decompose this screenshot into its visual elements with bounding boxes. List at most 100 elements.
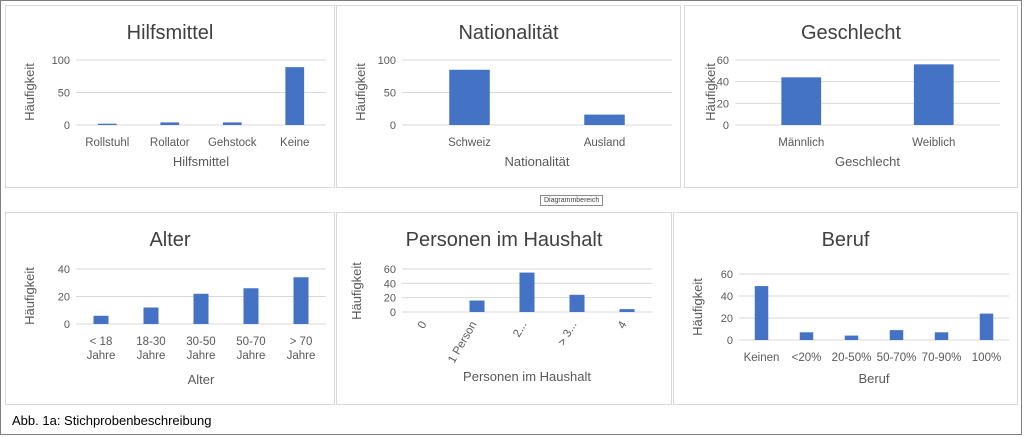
y-tick-label: 60 — [384, 264, 396, 276]
x-tick-label: < 18 — [90, 336, 113, 348]
y-axis-title: Häufigkeit — [22, 267, 37, 325]
bar — [569, 294, 585, 312]
bar — [584, 114, 625, 125]
bar — [143, 307, 159, 324]
y-tick-label: 100 — [52, 55, 70, 67]
y-tick-label: 60 — [717, 55, 729, 67]
x-tick-label: Jahre — [287, 350, 316, 362]
bar — [799, 332, 814, 340]
chart-svg: 0 50 100 Rollstuhl Rollator Gehstock Keine Hilf… — [22, 55, 326, 169]
y-axis-title: Häufigkeit — [353, 63, 368, 121]
x-tick-label: Gehstock — [208, 137, 257, 149]
x-tick-label: Männlich — [778, 137, 824, 149]
y-tick-label: 40 — [721, 291, 733, 303]
x-tick-label: Ausland — [584, 137, 626, 149]
x-tick-label: 20-50% — [832, 352, 872, 364]
x-tick-label: Jahre — [237, 350, 266, 362]
x-tick-label: 70-90% — [922, 352, 962, 364]
x-axis-title: Hilfsmittel — [173, 154, 229, 169]
y-tick-label: 20 — [384, 293, 396, 305]
bar — [469, 300, 485, 312]
x-axis-title: Alter — [188, 372, 215, 387]
y-axis-title: Häufigkeit — [703, 63, 718, 121]
bar — [979, 313, 994, 340]
bar — [913, 64, 954, 125]
x-tick-label: Jahre — [137, 350, 166, 362]
x-tick-label: 30-50 — [186, 336, 215, 348]
chart-panel-alter[interactable]: Alter 0 20 40 < 18 Jahre 18-30 Jahre 30-50 Jahre… — [5, 212, 335, 405]
chart-svg: 0 20 40 60 0 1 Person 2... > 3... 4 Personen im H… — [349, 262, 652, 384]
x-axis-title: Personen im Haushalt — [463, 369, 591, 384]
x-tick-label: Keine — [280, 137, 309, 149]
x-tick-label: Schweiz — [448, 137, 491, 149]
x-tick-label: Weiblich — [912, 137, 955, 149]
y-tick-label: 0 — [64, 319, 70, 331]
y-tick-label: 0 — [390, 307, 396, 319]
bar — [619, 309, 635, 312]
chart-svg: 0 20 40 60 Keinen <20% 20-50% 50-70% 70-90% 100% B… — [690, 269, 1009, 386]
chart-svg: 0 20 40 < 18 Jahre 18-30 Jahre 30-50 Jahre 50-70 J… — [22, 264, 326, 387]
bar — [93, 315, 109, 324]
x-tick-label: 0 — [416, 320, 430, 332]
chart-area-tooltip: Diagrammbereich — [540, 195, 604, 206]
x-tick-label: 18-30 — [136, 336, 165, 348]
bar — [754, 286, 769, 340]
y-tick-label: 50 — [384, 88, 396, 100]
y-tick-label: 20 — [58, 292, 70, 304]
x-tick-label: 2... — [511, 320, 529, 340]
x-tick-label: Rollator — [150, 137, 190, 149]
x-tick-label: > 3... — [556, 320, 579, 348]
y-tick-label: 0 — [723, 120, 729, 132]
chart-title: Nationalität — [458, 22, 559, 44]
x-tick-label: 1 Person — [446, 320, 479, 366]
chart-panel-geschlecht[interactable]: Geschlecht 0 20 40 60 Männlich Weiblich Geschl… — [684, 5, 1018, 188]
y-tick-label: 40 — [58, 264, 70, 276]
chart-panel-nationalitaet[interactable]: Nationalität 0 50 100 Schweiz Ausland Nationa… — [336, 5, 681, 188]
x-tick-label: <20% — [792, 352, 822, 364]
x-tick-label: Keinen — [744, 352, 780, 364]
y-tick-label: 50 — [58, 88, 70, 100]
x-tick-label: Jahre — [87, 350, 116, 362]
chart-title: Alter — [149, 229, 191, 251]
y-tick-label: 40 — [384, 278, 396, 290]
x-tick-label: > 70 — [290, 336, 313, 348]
x-tick-label: 50-70% — [877, 352, 917, 364]
chart-panel-personen-im-haushalt[interactable]: Personen im Haushalt 0 20 40 60 0 1 Person 2..… — [336, 212, 672, 405]
y-tick-label: 20 — [721, 313, 733, 325]
bar — [519, 272, 535, 312]
y-tick-label: 60 — [721, 269, 733, 281]
y-tick-label: 0 — [64, 120, 70, 132]
y-tick-label: 0 — [390, 120, 396, 132]
x-tick-label: 50-70 — [236, 336, 265, 348]
x-tick-label: 4 — [616, 319, 630, 331]
chart-panel-beruf[interactable]: Beruf 0 20 40 60 Keinen <20% 20-50% 50-70% 70-90… — [673, 212, 1018, 405]
x-axis-title: Beruf — [858, 371, 889, 386]
y-axis-title: Häufigkeit — [690, 278, 705, 336]
bar — [293, 277, 309, 324]
y-axis-title: Häufigkeit — [349, 262, 364, 320]
bar — [889, 330, 904, 340]
chart-panel-hilfsmittel[interactable]: Hilfsmittel 0 50 100 Rollstuhl Rollator Gehst… — [5, 5, 335, 188]
chart-title: Personen im Haushalt — [405, 229, 603, 251]
bar — [285, 67, 305, 125]
chart-title: Geschlecht — [800, 22, 902, 44]
chart-svg: 0 20 40 60 Männlich Weiblich Geschlecht Häufigk… — [703, 55, 1000, 169]
y-tick-label: 40 — [717, 77, 729, 89]
x-axis-title: Nationalität — [504, 154, 569, 169]
x-tick-label: Rollstuhl — [85, 137, 129, 149]
chart-title: Beruf — [821, 229, 870, 251]
y-tick-label: 20 — [717, 98, 729, 110]
bar — [243, 288, 259, 324]
bar — [97, 123, 117, 125]
y-tick-label: 100 — [378, 55, 396, 67]
bar — [193, 293, 209, 324]
bar — [160, 122, 180, 125]
bar — [781, 77, 822, 125]
x-tick-label: 100% — [972, 352, 1001, 364]
bar — [222, 122, 242, 125]
bar — [449, 69, 490, 125]
y-tick-label: 0 — [727, 335, 733, 347]
x-axis-title: Geschlecht — [835, 154, 900, 169]
chart-title: Hilfsmittel — [126, 22, 214, 44]
